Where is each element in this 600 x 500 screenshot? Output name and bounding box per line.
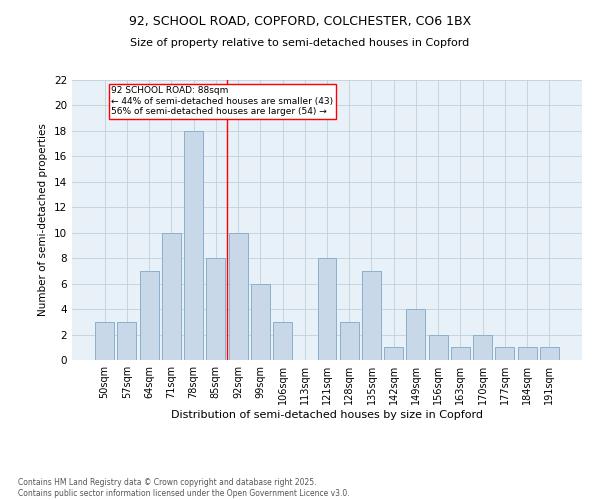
Text: Size of property relative to semi-detached houses in Copford: Size of property relative to semi-detach…	[130, 38, 470, 48]
Text: Contains HM Land Registry data © Crown copyright and database right 2025.
Contai: Contains HM Land Registry data © Crown c…	[18, 478, 350, 498]
Bar	[317, 258, 337, 360]
Bar	[184, 131, 203, 360]
Bar	[451, 348, 470, 360]
Bar	[540, 348, 559, 360]
X-axis label: Distribution of semi-detached houses by size in Copford: Distribution of semi-detached houses by …	[171, 410, 483, 420]
Bar	[251, 284, 270, 360]
Bar	[340, 322, 359, 360]
Bar	[518, 348, 536, 360]
Y-axis label: Number of semi-detached properties: Number of semi-detached properties	[38, 124, 49, 316]
Bar	[95, 322, 114, 360]
Bar	[229, 232, 248, 360]
Bar	[362, 271, 381, 360]
Text: 92 SCHOOL ROAD: 88sqm
← 44% of semi-detached houses are smaller (43)
56% of semi: 92 SCHOOL ROAD: 88sqm ← 44% of semi-deta…	[112, 86, 334, 116]
Bar	[206, 258, 225, 360]
Text: 92, SCHOOL ROAD, COPFORD, COLCHESTER, CO6 1BX: 92, SCHOOL ROAD, COPFORD, COLCHESTER, CO…	[129, 15, 471, 28]
Bar	[162, 232, 181, 360]
Bar	[384, 348, 403, 360]
Bar	[273, 322, 292, 360]
Bar	[140, 271, 158, 360]
Bar	[473, 334, 492, 360]
Bar	[496, 348, 514, 360]
Bar	[406, 309, 425, 360]
Bar	[429, 334, 448, 360]
Bar	[118, 322, 136, 360]
